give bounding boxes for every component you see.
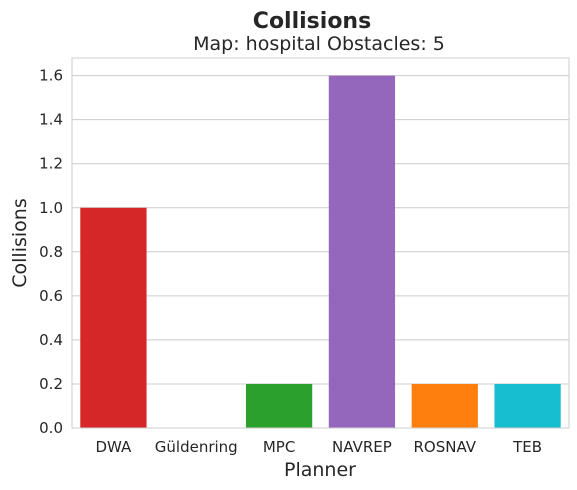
- chart-title: Collisions: [253, 9, 371, 34]
- y-tick-label: 0.4: [39, 331, 63, 349]
- bar-rosnav: [411, 383, 478, 428]
- y-tick-label: 1.4: [39, 111, 63, 129]
- y-tick-label: 0.8: [39, 243, 63, 261]
- y-tick-labels: 0.0 0.2 0.4 0.6 0.8 1.0 1.2 1.4 1.6: [39, 67, 63, 437]
- x-tick-label: TEB: [512, 438, 542, 456]
- y-tick-label: 1.2: [39, 155, 63, 173]
- y-tick-label: 0.2: [39, 375, 63, 393]
- chart-subtitle: Map: hospital Obstacles: 5: [193, 33, 445, 55]
- plot-frame: [71, 57, 570, 429]
- x-tick-label: Güldenring: [155, 438, 238, 456]
- bar-dwa: [80, 207, 147, 428]
- y-tick-label: 1.6: [39, 67, 63, 85]
- bar-teb: [494, 383, 561, 428]
- y-tick-label: 0.0: [39, 419, 63, 437]
- bars: [80, 75, 561, 428]
- y-axis-label: Collisions: [9, 198, 31, 287]
- x-axis-label: Planner: [284, 459, 356, 481]
- y-tick-label: 1.0: [39, 199, 63, 217]
- x-tick-label: NAVREP: [332, 438, 392, 456]
- bar-navrep: [328, 75, 396, 428]
- gridlines: [72, 75, 569, 429]
- x-tick-label: DWA: [96, 438, 133, 456]
- bar-mpc: [245, 383, 313, 428]
- x-tick-label: ROSNAV: [413, 438, 476, 456]
- x-tick-labels: DWA Güldenring MPC NAVREP ROSNAV TEB: [96, 438, 543, 456]
- y-tick-label: 0.6: [39, 287, 63, 305]
- x-tick-label: MPC: [263, 438, 295, 456]
